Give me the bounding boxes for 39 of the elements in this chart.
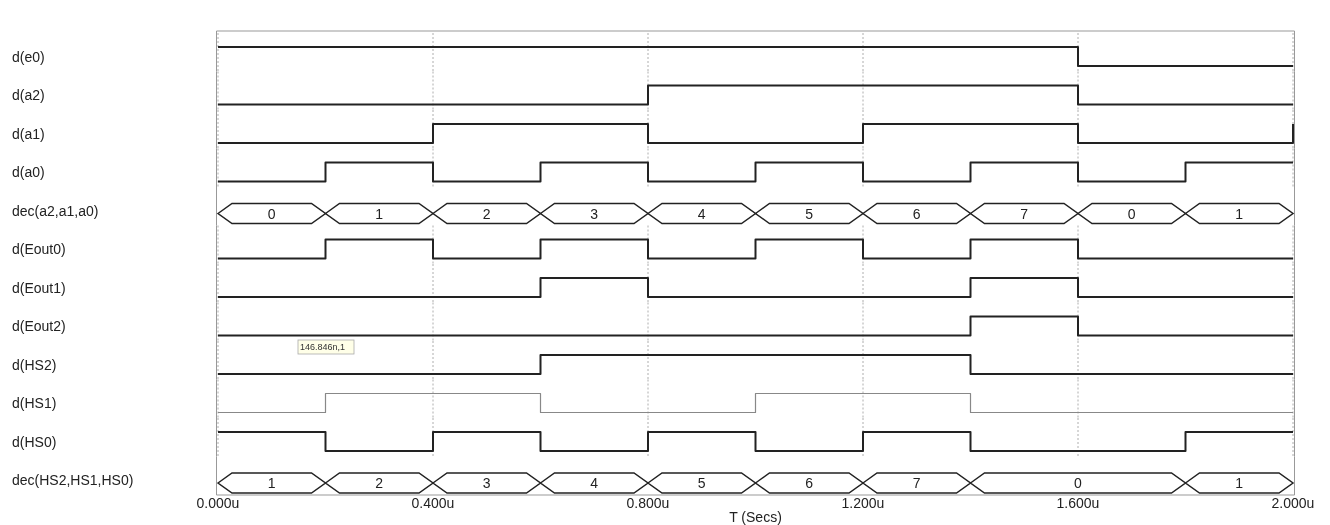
data-label: 7 bbox=[912, 475, 921, 491]
data-label: 1 bbox=[1235, 475, 1244, 491]
y-axis-title: d(Eout1) bbox=[12, 279, 66, 296]
y-axis-title: d(HS2) bbox=[12, 356, 57, 373]
data-label: 5 bbox=[697, 475, 706, 491]
y-axis-title: d(e0) bbox=[12, 48, 45, 65]
x-tick-label: 0.400u bbox=[411, 495, 455, 511]
x-tick-label: 2.000u bbox=[1271, 495, 1315, 511]
data-label: 5 bbox=[805, 205, 814, 222]
data-label: 1 bbox=[267, 475, 276, 491]
data-label: 4 bbox=[697, 205, 706, 222]
data-label: 6 bbox=[805, 475, 814, 491]
x-tick-label: 1.600u bbox=[1056, 495, 1100, 511]
y-axis-title: d(Eout0) bbox=[12, 241, 66, 257]
y-axis-title: d(HS0) bbox=[12, 433, 57, 450]
data-label: 2 bbox=[375, 475, 384, 491]
y-axis-title: d(Eout2) bbox=[12, 318, 66, 334]
text: dec(a2,a1,a0) bbox=[12, 202, 99, 219]
x-tick-label: 1.200u bbox=[841, 495, 885, 511]
data-label: 0 bbox=[267, 205, 276, 222]
y-axis-title: d(a2) bbox=[12, 87, 45, 103]
data-label: 0 bbox=[1127, 205, 1136, 222]
text: 146.846n,1 bbox=[300, 342, 346, 352]
x-tick-label: 0.000u bbox=[196, 495, 240, 511]
data-label: 1 bbox=[1235, 205, 1244, 222]
y-axis-title: d(a1) bbox=[12, 125, 45, 142]
y-axis-title: d(a0) bbox=[12, 164, 45, 180]
data-label: 3 bbox=[590, 205, 599, 222]
data-label: 3 bbox=[482, 475, 491, 491]
x-axis-title: T (Secs) bbox=[729, 509, 782, 525]
data-label: 1 bbox=[375, 205, 384, 222]
data-label: 4 bbox=[590, 475, 599, 491]
data-label: 2 bbox=[482, 205, 491, 222]
y-axis-title: d(HS1) bbox=[12, 395, 57, 411]
x-tick-label: 0.800u bbox=[626, 495, 670, 511]
data-label: 6 bbox=[912, 205, 921, 222]
data-label: 7 bbox=[1020, 205, 1029, 222]
text: dec(HS2,HS1,HS0) bbox=[12, 472, 134, 488]
data-label: 0 bbox=[1074, 475, 1083, 491]
